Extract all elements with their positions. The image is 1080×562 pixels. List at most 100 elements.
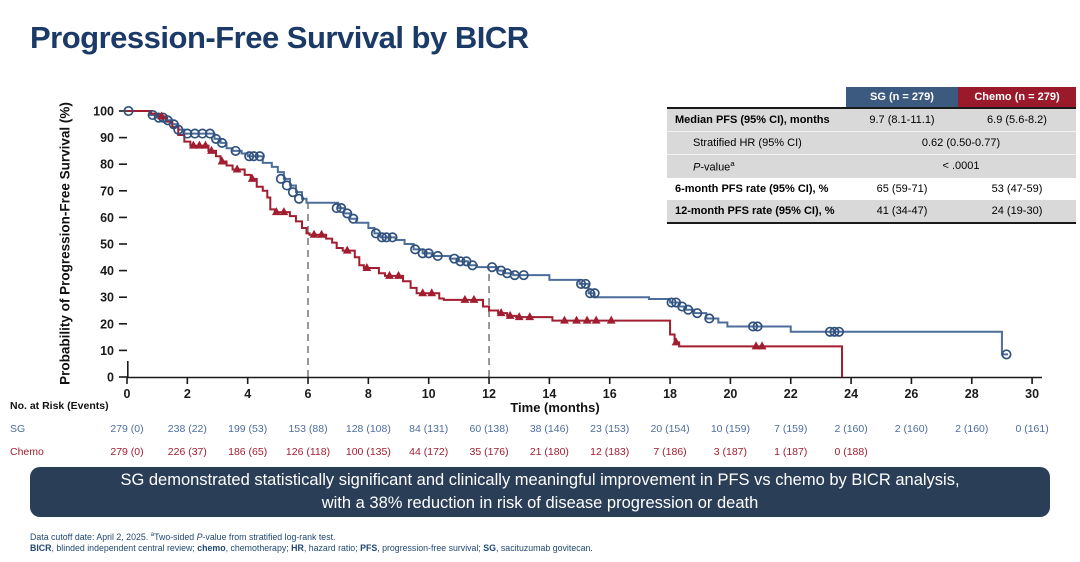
risk-value: 1 (187) (774, 446, 808, 458)
x-tick-label: 22 (784, 387, 798, 401)
y-tick-label: 40 (100, 264, 114, 278)
x-tick-label: 16 (603, 387, 617, 401)
censor-circle-icon (692, 308, 703, 319)
x-tick-label: 10 (422, 387, 436, 401)
risk-value: 100 (135) (345, 446, 391, 458)
censor-circle-icon (387, 232, 398, 243)
y-tick-label: 100 (93, 105, 114, 119)
censor-circle-icon (348, 213, 359, 224)
censor-circle-icon (666, 297, 677, 308)
chemo-survival-curve (127, 110, 844, 377)
censor-circle-icon (331, 203, 342, 214)
summary-table-row: Median PFS (95% CI), months 9.7 (8.1-11.1… (667, 109, 1076, 132)
censor-circle-icon (833, 326, 845, 337)
censor-triangle-icon (751, 341, 761, 350)
censor-circle-icon (1001, 349, 1012, 360)
risk-value: 12 (183) (590, 446, 630, 458)
banner-line-1: SG demonstrated statistically significan… (120, 471, 960, 489)
censor-circle-icon (829, 326, 840, 337)
x-tick-label: 12 (482, 387, 496, 401)
censor-circle-icon (455, 256, 466, 267)
censor-triangle-icon (157, 111, 167, 120)
censor-triangle-icon (385, 270, 394, 279)
risk-value: 0 (161) (1015, 423, 1049, 435)
censor-circle-icon (342, 208, 353, 219)
censor-triangle-icon (671, 337, 681, 346)
risk-value: 10 (159) (710, 423, 750, 435)
risk-value: 2 (160) (894, 423, 929, 435)
censor-circle-icon (275, 173, 286, 184)
censor-triangle-icon (460, 294, 470, 303)
summary-value-sg: 65 (59-71) (876, 182, 928, 195)
censor-circle-icon (123, 105, 134, 117)
risk-value: 128 (108) (345, 423, 391, 435)
risk-value: 2 (160) (955, 423, 989, 435)
y-tick-label: 10 (100, 344, 114, 358)
x-tick-label: 2 (184, 387, 191, 401)
censor-circle-icon (173, 124, 184, 135)
censor-circle-icon (197, 128, 208, 139)
censor-triangle-icon (317, 229, 326, 238)
x-axis-title: Time (months) (510, 400, 600, 415)
risk-value: 21 (180) (529, 446, 569, 458)
x-tick-label: 0 (124, 387, 131, 401)
censor-circle-icon (216, 137, 228, 148)
summary-table-corner (667, 87, 846, 107)
summary-table-row: P-valuea < .0001 (667, 154, 1076, 178)
summary-value-sg: 41 (34-47) (876, 204, 928, 217)
censor-triangle-icon (496, 308, 506, 317)
summary-table-header: SG (n = 279) Chemo (n = 279) (667, 87, 1076, 109)
summary-table: SG (n = 279) Chemo (n = 279) Median PFS … (667, 87, 1076, 224)
footnote-line-1: Data cutoff date: April 2, 2025. aTwo-si… (30, 531, 336, 542)
risk-table-title: No. at Risk (Events) (10, 400, 109, 412)
censor-circle-icon (147, 109, 158, 121)
censor-circle-icon (293, 193, 305, 204)
risk-value: 126 (118) (285, 446, 331, 458)
censor-circle-icon (487, 262, 498, 273)
censor-circle-icon (248, 151, 259, 162)
censor-triangle-icon (525, 312, 535, 321)
km-chart-svg: 0 2 4 6 8 10 12 14 16 18 20 22 24 26 28 300102030405060… (93, 105, 1042, 401)
censor-circle-icon (182, 128, 193, 139)
summary-value-span: 0.62 (0.50-0.77) (921, 137, 1001, 150)
censor-triangle-icon (757, 341, 767, 350)
risk-value: 238 (22) (167, 423, 207, 435)
summary-value-chemo: 24 (19-30) (991, 204, 1043, 217)
page-title: Progression-Free Survival by BICR (30, 20, 529, 55)
risk-value: 199 (53) (228, 423, 268, 435)
risk-value: 226 (37) (167, 446, 207, 458)
censor-triangle-icon (362, 262, 372, 271)
censor-circle-icon (410, 244, 421, 255)
risk-value: 38 (146) (529, 423, 569, 435)
y-tick-label: 0 (107, 371, 114, 385)
censor-triangle-icon (572, 315, 581, 324)
summary-row-label: 12-month PFS rate (95% CI), % (675, 204, 835, 217)
censor-circle-icon (589, 288, 600, 299)
y-tick-label: 60 (100, 211, 114, 225)
x-tick-label: 28 (965, 387, 979, 401)
censor-triangle-icon (188, 140, 198, 149)
censor-circle-icon (752, 321, 763, 332)
censor-triangle-icon (342, 245, 352, 254)
summary-header-sg: SG (n = 279) (846, 87, 958, 107)
censor-triangle-icon (469, 294, 479, 303)
conclusion-banner: SG demonstrated statistically significan… (30, 467, 1050, 517)
y-tick-label: 70 (100, 184, 114, 198)
y-tick-label: 20 (100, 317, 114, 331)
censor-triangle-icon (279, 207, 289, 216)
summary-table-row: Stratified HR (95% CI) 0.62 (0.50-0.77) (667, 131, 1076, 155)
summary-row-label: Stratified HR (95% CI) (693, 137, 802, 150)
summary-header-chemo: Chemo (n = 279) (958, 87, 1076, 107)
censor-circle-icon (580, 278, 591, 289)
risk-row-label: Chemo (10, 446, 44, 458)
risk-value: 7 (159) (774, 423, 808, 435)
censor-triangle-icon (591, 315, 601, 324)
censor-circle-icon (417, 248, 428, 259)
footnotes: Data cutoff date: April 2, 2025. aTwo-si… (30, 529, 593, 554)
censor-circle-icon (287, 187, 298, 198)
censor-circle-icon (747, 321, 759, 332)
censor-triangle-icon (427, 288, 437, 297)
censor-triangle-icon (195, 140, 204, 149)
x-tick-label: 8 (365, 387, 372, 401)
